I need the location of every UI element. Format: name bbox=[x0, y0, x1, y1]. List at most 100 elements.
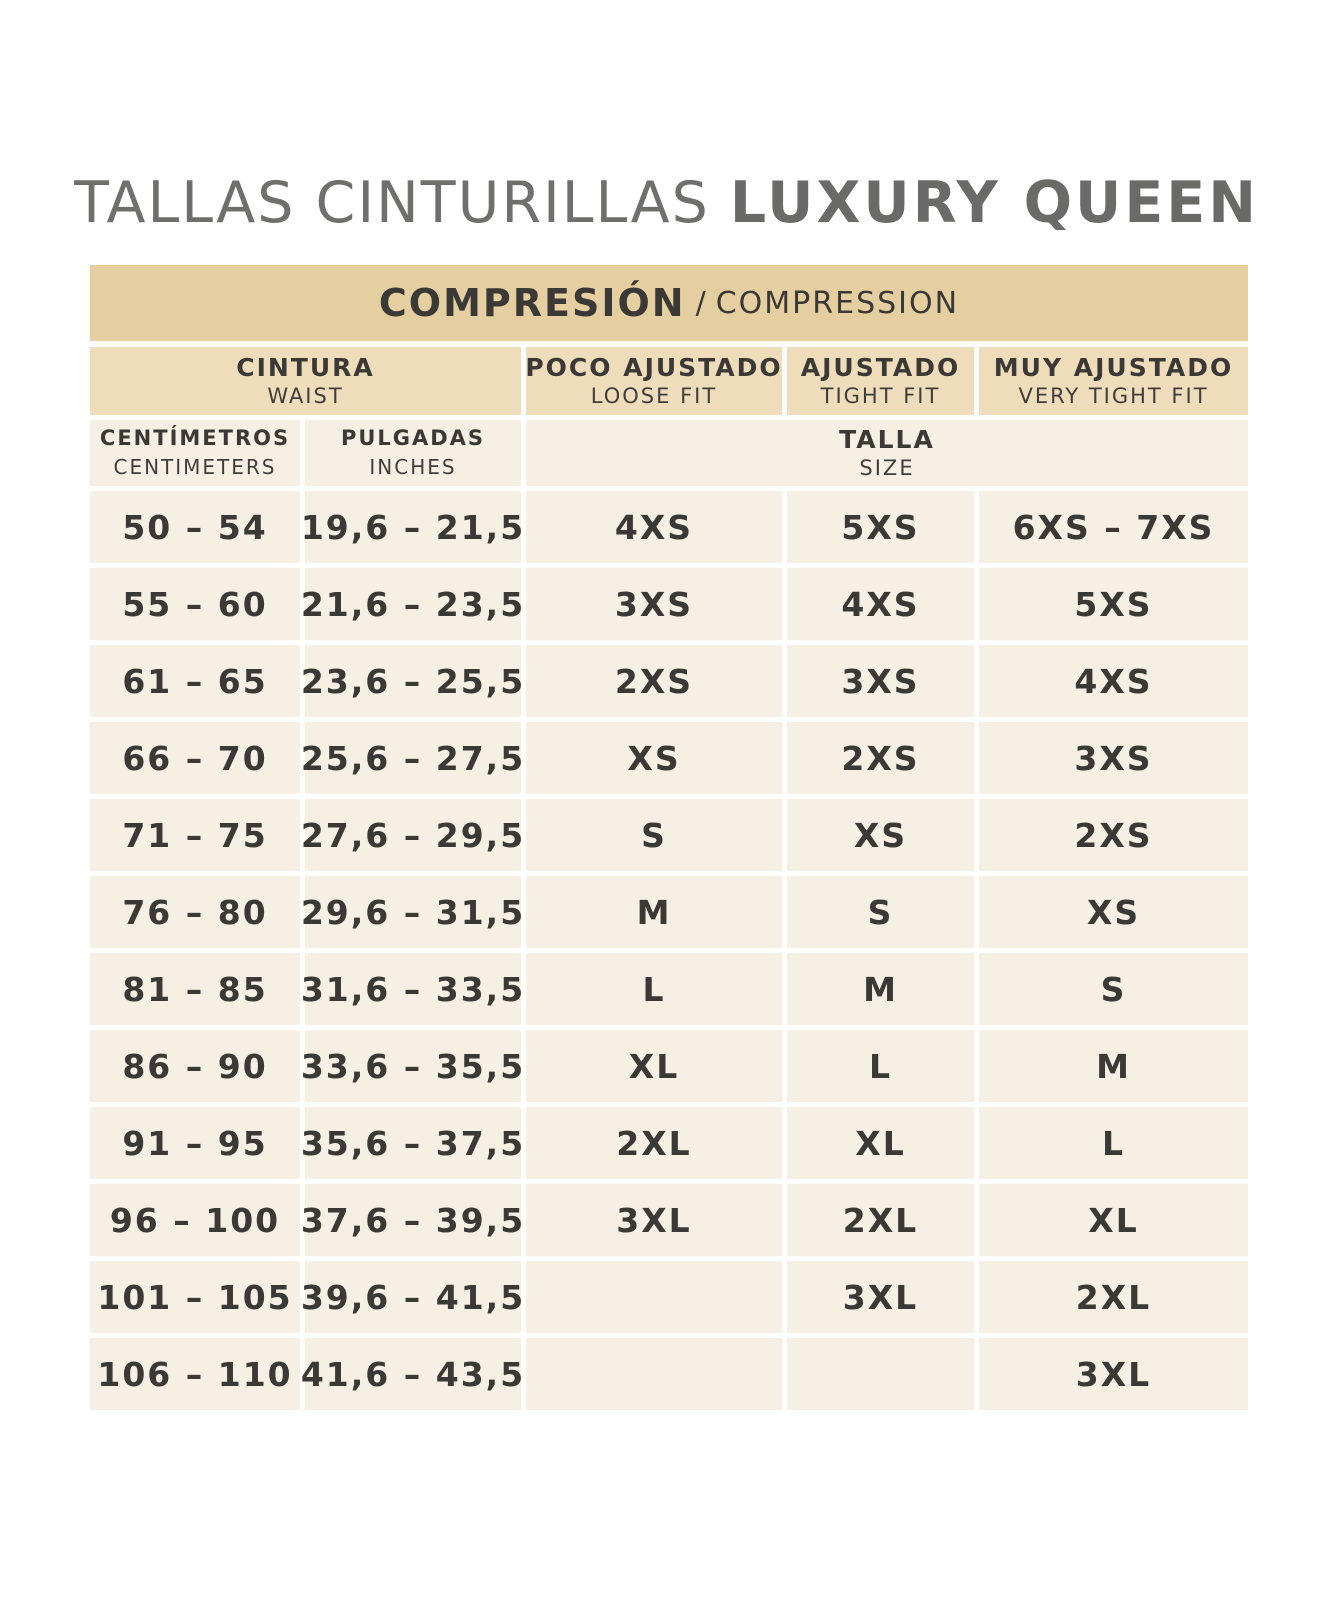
cell-inches-value: 19,6 – 21,5 bbox=[300, 507, 526, 547]
cell-loose-fit: XS bbox=[526, 722, 782, 794]
cell-loose-fit: S bbox=[526, 799, 782, 871]
cell-centimeters: 86 – 90 bbox=[90, 1030, 300, 1102]
cell-very-tight-fit: 2XL bbox=[979, 1261, 1248, 1333]
compression-band: COMPRESIÓN / COMPRESSION bbox=[90, 265, 1248, 341]
cell-very-tight-fit: 3XS bbox=[979, 722, 1248, 794]
cell-centimeters-value: 76 – 80 bbox=[122, 892, 268, 932]
cell-centimeters-value: 55 – 60 bbox=[122, 584, 268, 624]
cell-loose-fit: 3XS bbox=[526, 568, 782, 640]
header-poco-ajustado: POCO AJUSTADO LOOSE FIT bbox=[525, 347, 782, 415]
cell-inches: 37,6 – 39,5 bbox=[301, 1184, 523, 1256]
cell-tight-fit-value: 3XL bbox=[842, 1277, 919, 1317]
cell-very-tight-fit: 2XS bbox=[979, 799, 1248, 871]
cell-inches: 29,6 – 31,5 bbox=[301, 876, 523, 948]
cell-inches: 31,6 – 33,5 bbox=[301, 953, 523, 1025]
cell-very-tight-fit: 3XL bbox=[979, 1338, 1248, 1410]
cell-tight-fit: M bbox=[787, 953, 974, 1025]
cell-tight-fit: 4XS bbox=[787, 568, 974, 640]
header-ajustado: AJUSTADO TIGHT FIT bbox=[787, 347, 974, 415]
cell-very-tight-fit: L bbox=[979, 1107, 1248, 1179]
subheader-talla: TALLA SIZE bbox=[526, 420, 1248, 486]
cell-very-tight-fit: S bbox=[979, 953, 1248, 1025]
header-muy-main: MUY AJUSTADO bbox=[993, 353, 1234, 382]
cell-centimeters-value: 71 – 75 bbox=[122, 815, 268, 855]
cell-very-tight-fit: 6XS – 7XS bbox=[979, 491, 1248, 563]
cell-inches: 35,6 – 37,5 bbox=[301, 1107, 523, 1179]
cell-very-tight-fit-value: XL bbox=[1088, 1200, 1139, 1240]
header-cintura-main: CINTURA bbox=[236, 353, 375, 382]
cell-very-tight-fit-value: 6XS – 7XS bbox=[1012, 507, 1215, 547]
cell-very-tight-fit-value: 2XS bbox=[1074, 815, 1153, 855]
cell-very-tight-fit: 5XS bbox=[979, 568, 1248, 640]
header-muy-ajustado: MUY AJUSTADO VERY TIGHT FIT bbox=[979, 347, 1248, 415]
subheader-cm-sub: CENTIMETERS bbox=[113, 455, 277, 479]
cell-centimeters: 55 – 60 bbox=[90, 568, 300, 640]
cell-loose-fit bbox=[526, 1338, 782, 1410]
cell-tight-fit-value: L bbox=[868, 1046, 893, 1086]
cell-very-tight-fit-value: 3XL bbox=[1075, 1354, 1152, 1394]
cell-tight-fit: S bbox=[787, 876, 974, 948]
cell-very-tight-fit: M bbox=[979, 1030, 1248, 1102]
header-ajustado-sub: TIGHT FIT bbox=[820, 384, 941, 408]
title-light: TALLAS CINTURILLAS bbox=[74, 170, 730, 236]
page-title: TALLAS CINTURILLAS LUXURY QUEEN bbox=[0, 170, 1333, 236]
cell-very-tight-fit-value: M bbox=[1096, 1046, 1131, 1086]
cell-tight-fit-value: M bbox=[863, 969, 898, 1009]
cell-loose-fit-value: 3XL bbox=[616, 1200, 692, 1240]
cell-tight-fit-value: S bbox=[867, 892, 894, 932]
subheader-centimetros: CENTÍMETROS CENTIMETERS bbox=[90, 420, 300, 486]
cell-inches-value: 41,6 – 43,5 bbox=[300, 1354, 526, 1394]
cell-centimeters: 71 – 75 bbox=[90, 799, 300, 871]
cell-centimeters: 66 – 70 bbox=[90, 722, 300, 794]
cell-centimeters-value: 101 – 105 bbox=[97, 1277, 293, 1317]
cell-very-tight-fit-value: 5XS bbox=[1074, 584, 1153, 624]
cell-inches-value: 23,6 – 25,5 bbox=[300, 661, 526, 701]
cell-centimeters: 106 – 110 bbox=[90, 1338, 300, 1410]
cell-tight-fit-value: XL bbox=[855, 1123, 906, 1163]
header-ajustado-main: AJUSTADO bbox=[800, 353, 961, 382]
cell-very-tight-fit: XL bbox=[979, 1184, 1248, 1256]
cell-loose-fit: L bbox=[526, 953, 782, 1025]
subheader-talla-sub: SIZE bbox=[859, 456, 915, 480]
cell-centimeters-value: 61 – 65 bbox=[122, 661, 268, 701]
cell-centimeters: 101 – 105 bbox=[90, 1261, 300, 1333]
cell-tight-fit-value: 5XS bbox=[841, 507, 920, 547]
subheader-talla-main: TALLA bbox=[839, 425, 935, 454]
cell-centimeters-value: 91 – 95 bbox=[122, 1123, 268, 1163]
cell-centimeters-value: 86 – 90 bbox=[122, 1046, 268, 1086]
cell-very-tight-fit-value: 2XL bbox=[1075, 1277, 1152, 1317]
header-cintura: CINTURA WAIST bbox=[90, 347, 521, 415]
cell-loose-fit bbox=[526, 1261, 782, 1333]
cell-very-tight-fit-value: S bbox=[1100, 969, 1127, 1009]
subheader-pulgadas: PULGADAS INCHES bbox=[305, 420, 521, 486]
cell-inches: 27,6 – 29,5 bbox=[301, 799, 523, 871]
cell-inches: 41,6 – 43,5 bbox=[301, 1338, 523, 1410]
subheader-cm-main: CENTÍMETROS bbox=[99, 426, 291, 450]
cell-tight-fit bbox=[787, 1338, 974, 1410]
cell-tight-fit-value: 2XL bbox=[842, 1200, 919, 1240]
cell-inches: 33,6 – 35,5 bbox=[301, 1030, 523, 1102]
cell-inches-value: 27,6 – 29,5 bbox=[300, 815, 526, 855]
cell-centimeters: 91 – 95 bbox=[90, 1107, 300, 1179]
cell-tight-fit: 2XS bbox=[787, 722, 974, 794]
cell-loose-fit-value: XS bbox=[627, 738, 681, 778]
compression-label-en: COMPRESSION bbox=[715, 285, 960, 321]
cell-inches-value: 33,6 – 35,5 bbox=[300, 1046, 526, 1086]
cell-inches-value: 25,6 – 27,5 bbox=[300, 738, 526, 778]
compression-label-es: COMPRESIÓN bbox=[378, 281, 686, 325]
cell-loose-fit-value: 2XL bbox=[616, 1123, 692, 1163]
cell-centimeters: 50 – 54 bbox=[90, 491, 300, 563]
cell-tight-fit: 2XL bbox=[787, 1184, 974, 1256]
cell-tight-fit: XS bbox=[787, 799, 974, 871]
subheader-in-sub: INCHES bbox=[369, 455, 457, 479]
cell-centimeters: 61 – 65 bbox=[90, 645, 300, 717]
cell-inches: 19,6 – 21,5 bbox=[301, 491, 523, 563]
cell-loose-fit: M bbox=[526, 876, 782, 948]
cell-tight-fit-value: 4XS bbox=[841, 584, 920, 624]
cell-loose-fit: 2XL bbox=[526, 1107, 782, 1179]
cell-loose-fit-value: L bbox=[642, 969, 666, 1009]
cell-tight-fit: L bbox=[787, 1030, 974, 1102]
cell-loose-fit-value: S bbox=[641, 815, 667, 855]
title-brand: LUXURY QUEEN bbox=[729, 170, 1259, 236]
cell-very-tight-fit: XS bbox=[979, 876, 1248, 948]
